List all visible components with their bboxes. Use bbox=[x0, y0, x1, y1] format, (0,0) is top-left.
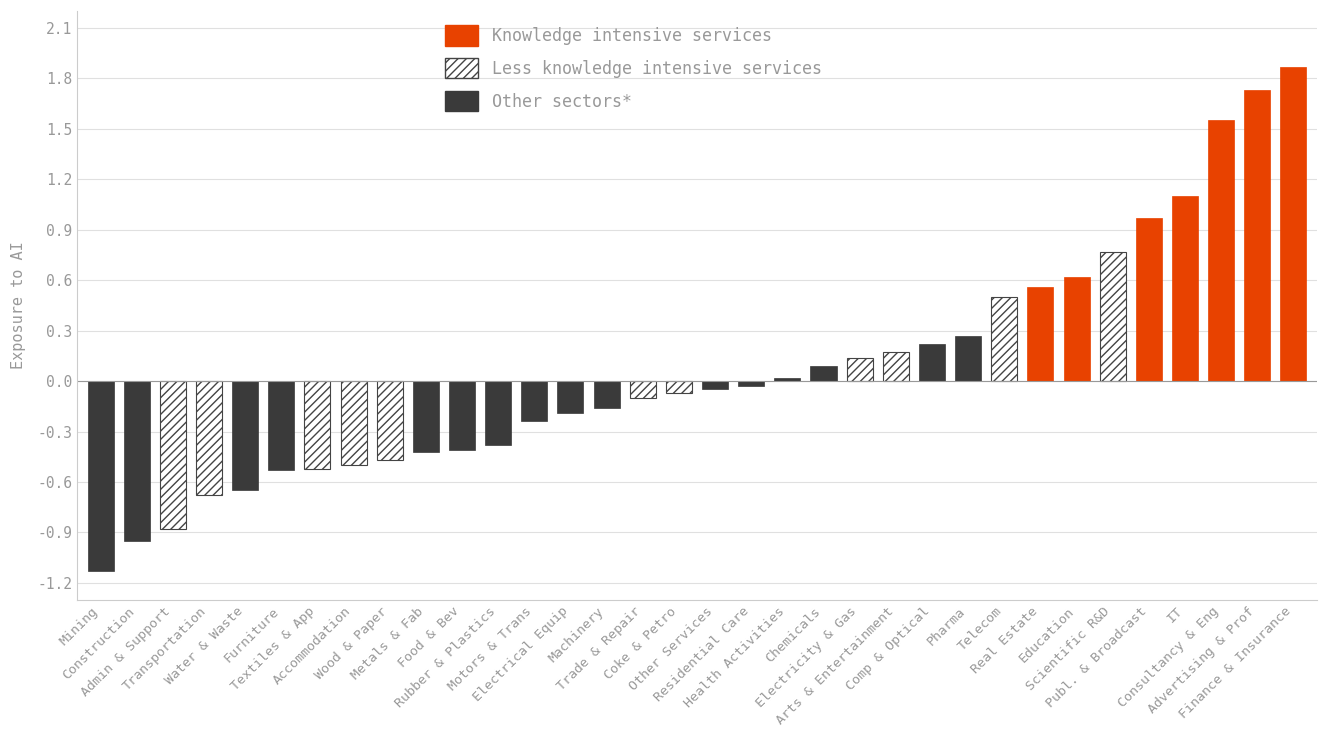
Bar bbox=[522, 381, 547, 421]
Bar bbox=[1100, 252, 1126, 381]
Bar bbox=[304, 381, 331, 469]
Bar bbox=[1280, 66, 1307, 381]
Bar bbox=[774, 378, 801, 381]
Bar bbox=[268, 381, 295, 470]
Bar bbox=[1244, 90, 1271, 381]
Bar bbox=[159, 381, 186, 529]
Bar bbox=[594, 381, 620, 408]
Bar bbox=[1208, 120, 1234, 381]
Bar bbox=[738, 381, 764, 386]
Bar bbox=[1064, 277, 1089, 381]
Bar bbox=[955, 336, 981, 381]
Bar bbox=[449, 381, 475, 450]
Bar bbox=[88, 381, 114, 571]
Bar bbox=[847, 357, 872, 381]
Bar bbox=[232, 381, 258, 490]
Bar bbox=[558, 381, 583, 413]
Y-axis label: Exposure to AI: Exposure to AI bbox=[11, 241, 27, 369]
Bar bbox=[197, 381, 222, 495]
Bar bbox=[703, 381, 728, 390]
Bar bbox=[377, 381, 402, 460]
Bar bbox=[1135, 218, 1162, 381]
Legend: Knowledge intensive services, Less knowledge intensive services, Other sectors*: Knowledge intensive services, Less knowl… bbox=[445, 25, 822, 111]
Bar bbox=[124, 381, 150, 541]
Bar bbox=[1171, 196, 1198, 381]
Bar bbox=[883, 353, 908, 381]
Bar bbox=[919, 344, 946, 381]
Bar bbox=[413, 381, 440, 452]
Bar bbox=[340, 381, 367, 465]
Bar bbox=[991, 297, 1017, 381]
Bar bbox=[629, 381, 656, 398]
Bar bbox=[665, 381, 692, 393]
Bar bbox=[810, 366, 837, 381]
Bar bbox=[485, 381, 511, 445]
Bar bbox=[1028, 287, 1053, 381]
